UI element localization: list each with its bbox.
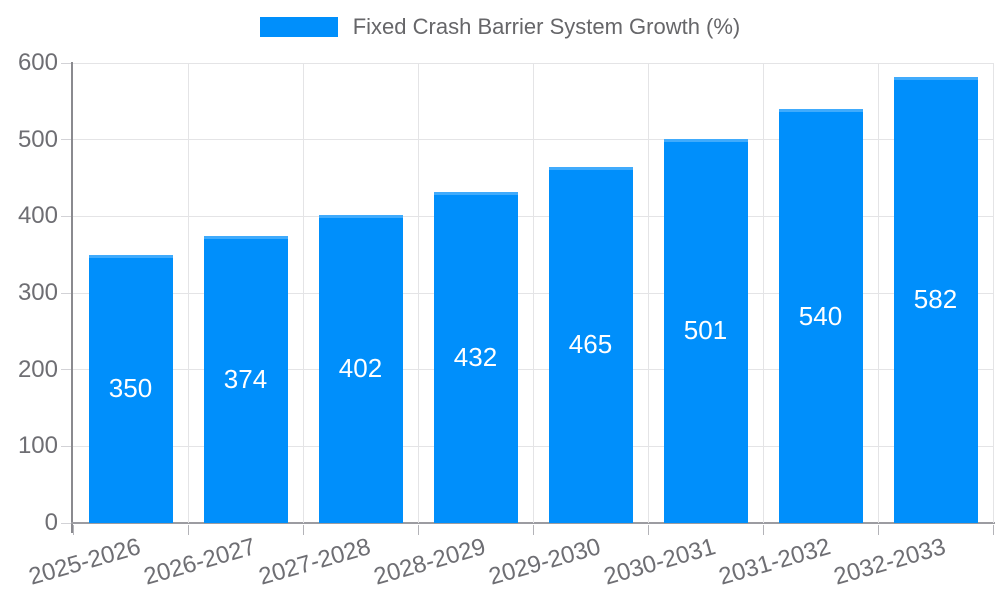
y-axis-tick-label: 100 xyxy=(17,432,58,460)
bar-2027-2028[interactable]: 402 xyxy=(318,214,403,523)
plot-area: 350 374 402 432 465 501 540 582 xyxy=(61,62,994,535)
gridline-vertical xyxy=(877,63,879,523)
gridline-vertical xyxy=(992,63,994,523)
bar-2032-2033[interactable]: 582 xyxy=(893,76,978,523)
x-axis-tick xyxy=(187,525,189,535)
bar-value-label: 582 xyxy=(913,284,958,315)
gridline-vertical xyxy=(187,63,189,523)
x-axis-tick xyxy=(647,525,649,535)
bar-value-label: 402 xyxy=(338,353,383,384)
y-axis-tick xyxy=(61,292,71,294)
y-axis-tick xyxy=(61,215,71,217)
x-axis-tick-label: 2026-2027 xyxy=(140,533,259,591)
y-axis-tick xyxy=(61,62,71,64)
y-axis-tick xyxy=(61,369,71,371)
bar-value-label: 374 xyxy=(223,364,268,395)
gridline-vertical xyxy=(647,63,649,523)
gridline-vertical xyxy=(762,63,764,523)
bar-value-label: 465 xyxy=(568,329,613,360)
x-axis-tick xyxy=(877,525,879,535)
y-axis-tick xyxy=(61,522,71,524)
bar-value-label: 540 xyxy=(798,300,843,331)
x-axis-tick xyxy=(302,525,304,535)
y-axis-line xyxy=(71,62,73,533)
gridline-vertical xyxy=(302,63,304,523)
bar-2030-2031[interactable]: 501 xyxy=(663,138,748,523)
bar-value-label: 501 xyxy=(683,315,728,346)
x-axis-line xyxy=(71,522,995,524)
y-axis-tick-label: 600 xyxy=(17,49,58,76)
x-axis-tick-label: 2029-2030 xyxy=(485,533,604,591)
y-axis-tick-label: 400 xyxy=(17,202,58,230)
y-axis-tick-label: 300 xyxy=(17,279,58,306)
bar-2029-2030[interactable]: 465 xyxy=(548,166,633,523)
bar-2031-2032[interactable]: 540 xyxy=(778,109,863,523)
bar-2028-2029[interactable]: 432 xyxy=(433,191,518,523)
x-axis-tick-label: 2032-2033 xyxy=(830,533,949,591)
x-axis-tick xyxy=(417,525,419,535)
y-axis-tick-label: 200 xyxy=(17,355,58,383)
x-axis-tick-label: 2025-2026 xyxy=(25,533,144,591)
x-axis-tick xyxy=(992,525,994,535)
x-axis-tick-label: 2028-2029 xyxy=(370,533,489,591)
bar-value-label: 350 xyxy=(108,373,153,404)
gridline-vertical xyxy=(532,63,534,523)
gridline-vertical xyxy=(417,63,419,523)
bar-2026-2027[interactable]: 374 xyxy=(203,236,288,523)
x-axis-tick-label: 2031-2032 xyxy=(715,533,834,591)
bar-value-label: 432 xyxy=(453,341,498,372)
bar-2025-2026[interactable]: 350 xyxy=(88,254,173,523)
legend-label: Fixed Crash Barrier System Growth (%) xyxy=(352,14,741,39)
y-axis-tick xyxy=(61,139,71,141)
legend-marker xyxy=(259,17,338,37)
y-axis-tick-label: 500 xyxy=(17,125,58,153)
y-axis-tick xyxy=(61,445,71,447)
x-axis-tick xyxy=(72,525,74,535)
x-axis-tick xyxy=(762,525,764,535)
x-axis-tick-label: 2030-2031 xyxy=(600,533,719,591)
x-axis-tick xyxy=(532,525,534,535)
legend[interactable]: Fixed Crash Barrier System Growth (%) xyxy=(0,14,1000,40)
y-axis-tick-label: 0 xyxy=(44,509,58,536)
x-axis-tick-label: 2027-2028 xyxy=(255,533,374,591)
